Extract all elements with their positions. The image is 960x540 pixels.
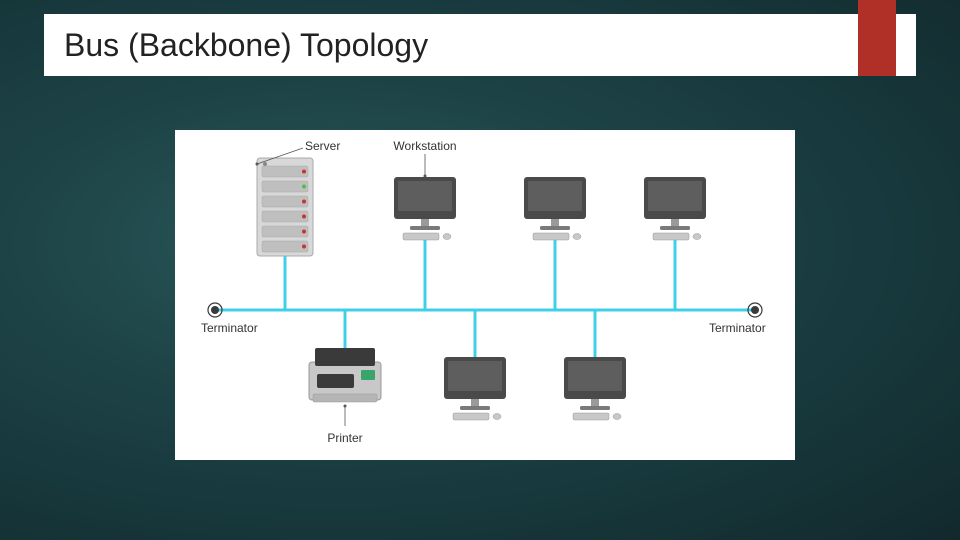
bus-topology-diagram: Server Workstation Terminator Terminator Pri… (175, 130, 795, 460)
workstation-node (394, 177, 456, 310)
diagram-label: Terminator (201, 321, 258, 335)
page-title: Bus (Backbone) Topology (64, 27, 428, 64)
diagram-svg: Server Workstation Terminator Terminator Pri… (175, 130, 795, 460)
diagram-label: Terminator (709, 321, 766, 335)
title-bar: Bus (Backbone) Topology (44, 14, 916, 76)
accent-block (858, 0, 896, 76)
workstation-node (564, 310, 626, 420)
top-devices (257, 158, 706, 310)
bottom-devices (309, 310, 626, 426)
workstation-node (644, 177, 706, 310)
slide: Bus (Backbone) Topology Server Workstatio… (0, 0, 960, 540)
diagram-label: Printer (327, 431, 362, 445)
diagram-label: Workstation (393, 139, 456, 153)
workstation-node (444, 310, 506, 420)
printer-node (309, 310, 381, 426)
server-node (257, 158, 313, 310)
diagram-label: Server (305, 139, 340, 153)
workstation-node (524, 177, 586, 310)
